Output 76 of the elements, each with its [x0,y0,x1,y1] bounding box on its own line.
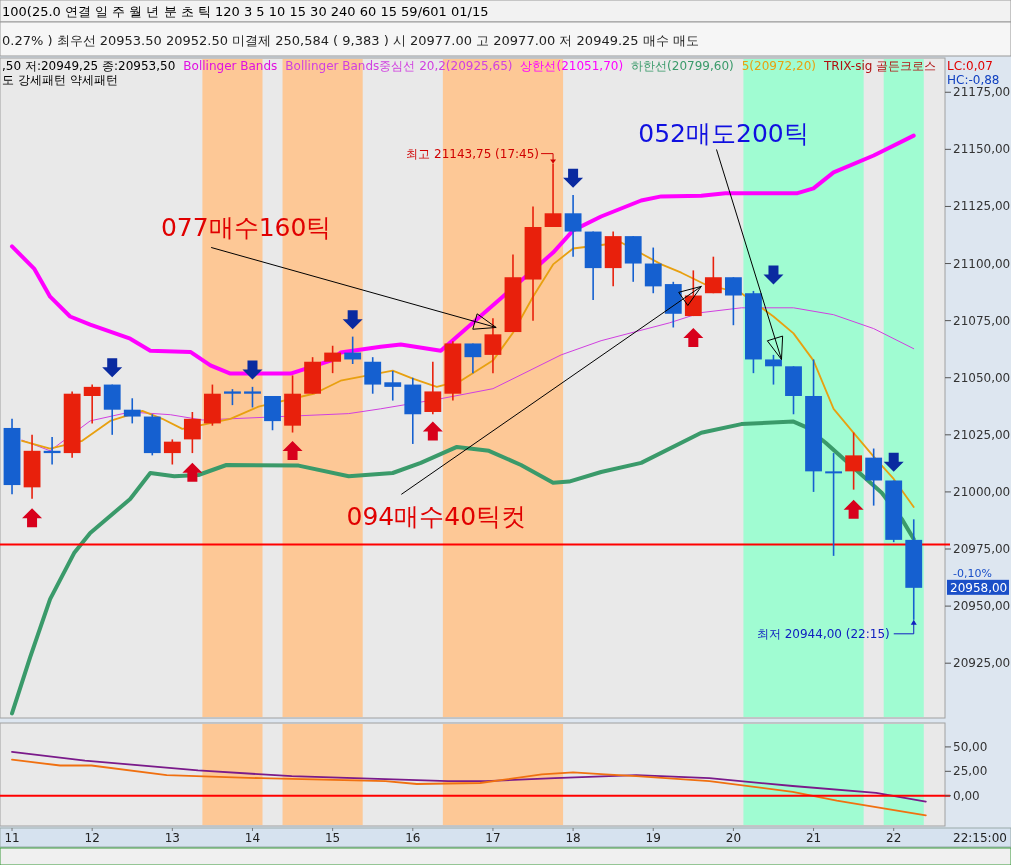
x-tick-label: 16 [405,831,421,845]
text: 5(20972,20) [741,59,816,73]
candlestick [83,383,101,425]
header: 100(25.0 연결 일 주 월 년 분 초 틱 120 3 5 10 15 30 240 60 15 59/601 01/15 0.27% ) 최우선 20953.50 20952.50 미결제 250,584 ( 9,383 ) 시 20977.00 고 20977.00 저 20949.25 매수 매도 [0,0,1011,57]
text: LC:0,07 [947,59,993,73]
candlestick [825,452,842,557]
candlestick [364,356,382,395]
candlestick [123,397,141,425]
y-tick-label: 21050,00 [953,370,1011,385]
y-tick-label: 50,00 [953,739,988,754]
candlestick [704,255,722,295]
annotation: 최저 20944,00 (22:15) [756,626,890,641]
annotation: 도 강세패턴 약세패턴 [2,73,118,87]
point [102,358,123,378]
y-tick-label: 21000,00 [953,484,1011,499]
x-tick-label: 12 [84,831,100,845]
candlestick [183,411,201,454]
point [843,499,864,519]
line-series [11,750,927,803]
annotation: 077매수160틱 [160,213,332,243]
text: 20958,00 [950,580,1008,595]
candlestick [424,360,442,416]
y-tick-label: 20925,00 [953,656,1011,671]
x-tick-label: 17 [485,831,501,845]
candlestick [564,194,582,258]
text: 하한선(20799,60) [631,59,734,73]
candlestick [384,370,402,402]
y-tick-label: 21025,00 [953,427,1011,442]
point [422,421,443,441]
candlestick [544,162,562,228]
annotation: 094매수40틱컷 [346,502,527,532]
x-tick-label: 15 [324,831,341,845]
point [563,168,584,188]
candlestick [324,344,342,374]
annotation: 052매도200틱 [638,119,809,149]
y-tick-label: 25,00 [953,764,988,779]
y-tick-label: 0,00 [953,788,980,803]
point [342,310,363,330]
line-series [11,758,927,817]
text: 22:15:00 [953,831,1007,845]
text: HC:-0,88 [947,73,1000,87]
x-tick-label: 11 [4,831,20,845]
y-tick-label: 20975,00 [953,542,1011,556]
x-tick-label: 19 [645,831,661,845]
annotation: Bollinger Bands [183,59,278,73]
y-tick-label: 21150,00 [953,142,1011,157]
y-tick-label: 21175,00 [953,85,1011,100]
candlestick [484,317,502,374]
candlestick [644,246,662,295]
point [242,360,263,380]
candlestick [464,342,482,374]
candlestick [724,276,742,326]
candlestick [244,386,261,409]
candlestick [845,431,863,491]
y-tick-label: 21125,00 [953,199,1011,214]
text: -0,10% [953,566,992,580]
x-tick-label: 20 [725,831,742,845]
x-tick-label: 14 [244,831,261,845]
text: 상한선(21051,70) [520,59,624,73]
x-tick-label: 18 [565,831,581,845]
annotation: TRIX-sig 골든크로스 [823,59,937,73]
point [182,462,203,482]
candlestick [163,438,181,466]
y-tick-label: 20950,00 [953,599,1011,614]
x-tick-label: 22 [886,831,902,845]
y-tick-label: 21075,00 [953,313,1011,328]
point [282,440,303,460]
annotation: ,50 저:20949,25 종:20953,50 [2,59,176,73]
y-tick-label: 21100,00 [953,256,1011,271]
point [763,265,784,285]
x-tick-label: 13 [164,831,180,845]
x-tick-label: 21 [805,831,822,845]
annotation: 최고 21143,75 (17:45) [406,146,540,161]
candlestick [865,447,883,507]
point [22,508,43,528]
line-series [10,419,916,716]
